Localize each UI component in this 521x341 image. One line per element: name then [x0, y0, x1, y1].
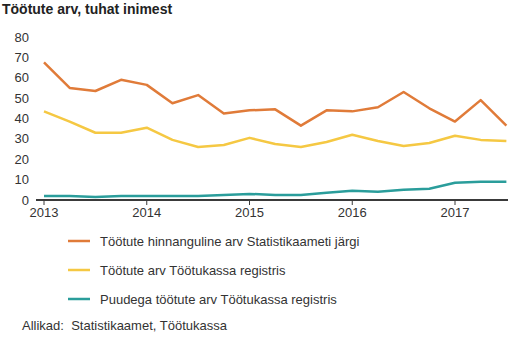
x-tick-label: 2016 [338, 205, 367, 220]
series-line [44, 182, 506, 197]
y-tick [33, 159, 36, 160]
y-tick [33, 37, 36, 38]
y-tick [33, 98, 36, 99]
plot-area [44, 62, 506, 196]
x-tick-label: 2013 [30, 205, 59, 220]
legend-label: Töötute arv Töötukassa registris [100, 263, 286, 278]
legend-label: Puudega töötute arv Töötukassa registris [100, 292, 337, 307]
source: Allikad: Statistikaamet, Töötukassa [22, 318, 228, 333]
legend-swatch [68, 269, 90, 272]
y-tick [33, 77, 36, 78]
y-tick [33, 179, 36, 180]
y-tick-label: 10 [15, 172, 29, 187]
y-tick-label: 80 [15, 30, 29, 45]
x-tick-label: 2015 [235, 205, 264, 220]
y-tick-label: 30 [15, 131, 29, 146]
y-tick-label: 70 [15, 50, 29, 65]
x-tick-label: 2017 [441, 205, 470, 220]
legend-label: Töötute hinnanguline arv Statistikaameti… [100, 234, 360, 249]
y-tick [33, 118, 36, 119]
legend-swatch [68, 240, 90, 243]
y-tick [33, 138, 36, 139]
title: Töötute arv, tuhat inimest [2, 1, 172, 17]
x-tick-label: 2014 [132, 205, 161, 220]
series-line [44, 62, 506, 125]
chart: Töötute arv, tuhat inimest 0 10 20 30 40 50 60 7… [0, 0, 521, 341]
y-tick [33, 200, 36, 201]
y-tick-label: 60 [15, 70, 29, 85]
x-axis-line [36, 199, 508, 201]
legend-swatch [68, 298, 90, 301]
y-tick-label: 50 [15, 91, 29, 106]
y-tick-label: 0 [22, 193, 29, 208]
y-tick [33, 57, 36, 58]
y-tick-label: 20 [15, 152, 29, 167]
y-tick-label: 40 [15, 111, 29, 126]
series-line [44, 111, 506, 147]
